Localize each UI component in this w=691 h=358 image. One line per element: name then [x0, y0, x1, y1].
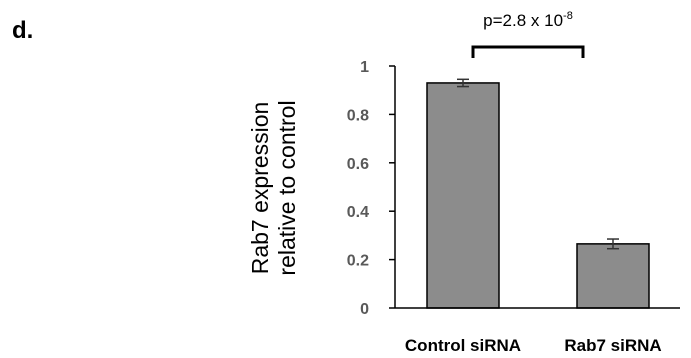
bar: [576, 243, 650, 309]
y-tick-label: 0: [360, 301, 369, 318]
y-axis-label-line-1: Rab7 expression: [247, 102, 273, 275]
y-axis-label: Rab7 expression relative to control: [247, 100, 300, 275]
error-bars: [457, 78, 619, 250]
y-axis-ticks: 0 0.2 0.4 0.6 0.8 1: [347, 59, 395, 318]
x-tick-label: Rab7 siRNA: [564, 336, 661, 355]
panel-label: d.: [12, 17, 33, 44]
p-value-text: p=2.8 x 10: [483, 11, 563, 30]
bar: [426, 82, 500, 309]
y-tick-label: 0.2: [347, 253, 369, 270]
significance-annotation: p=2.8 x 10-8: [471, 10, 585, 58]
x-axis-tick-labels: Control siRNA Rab7 siRNA: [405, 336, 662, 355]
y-tick-label: 0.4: [347, 204, 369, 221]
significance-bracket: [471, 45, 585, 58]
y-tick-label: 1: [360, 59, 369, 76]
x-tick-label: Control siRNA: [405, 336, 521, 355]
bars: [426, 82, 650, 309]
y-tick-label: 0.8: [347, 107, 369, 124]
y-axis-label-line-2: relative to control: [274, 100, 300, 275]
p-value-label: p=2.8 x 10-8: [483, 10, 573, 30]
y-tick-label: 0.6: [347, 156, 369, 173]
p-value-exponent: -8: [563, 10, 573, 22]
